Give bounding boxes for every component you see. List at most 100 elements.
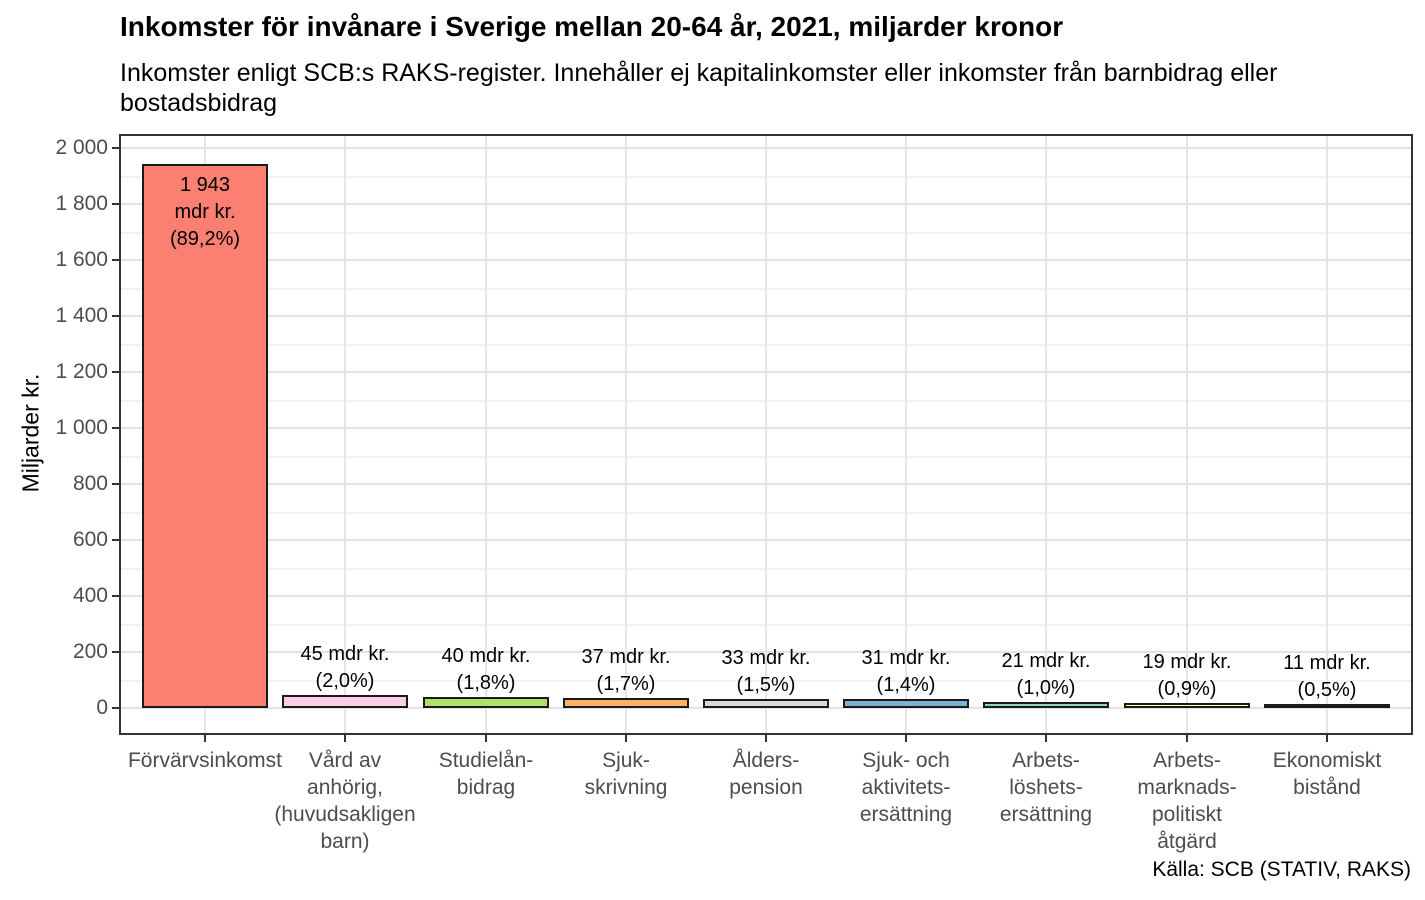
y-axis-tick-label: 1 200 bbox=[55, 360, 108, 383]
chart-subtitle: Inkomster enligt SCB:s RAKS-register. In… bbox=[120, 59, 1278, 117]
x-category-label-line: aktivitets- bbox=[861, 776, 951, 799]
x-category-label-line: Vård av bbox=[308, 749, 382, 772]
x-axis-tick bbox=[1045, 735, 1047, 742]
y-axis-tick-label: 2 000 bbox=[55, 136, 108, 159]
bar-value-label: 21 mdr kr. (1,0%) bbox=[961, 648, 1131, 702]
bar-value-label-line: (0,5%) bbox=[1297, 679, 1357, 701]
x-axis-tick bbox=[1326, 735, 1328, 742]
x-category-label-line: Ekonomiskt bbox=[1272, 749, 1382, 772]
y-axis-tick-label: 1 600 bbox=[55, 248, 108, 271]
bar-2 bbox=[282, 695, 408, 708]
bar-value-label-line: 1 943 bbox=[179, 174, 231, 196]
y-axis-tick-label: 200 bbox=[72, 640, 108, 663]
gridline-vertical-major bbox=[625, 136, 627, 733]
x-axis-tick bbox=[485, 735, 487, 742]
plot-panel: 1 943 mdr kr. (89,2%) 45 mdr kr. (2,0%) 40 md… bbox=[119, 134, 1413, 735]
x-category-label-line: Arbets- bbox=[1012, 749, 1080, 772]
bar-value-label-line: mdr kr. bbox=[174, 201, 236, 223]
bar-value-label-line: (1,7%) bbox=[596, 673, 656, 695]
gridline-vertical-major bbox=[485, 136, 487, 733]
x-category-label-line: ersättning bbox=[859, 803, 953, 826]
y-axis-tick bbox=[112, 371, 119, 373]
x-category-label-line: Ålders- bbox=[732, 749, 800, 772]
x-category-label: Sjuk-skrivning bbox=[536, 747, 716, 801]
bar-value-label-line: 31 mdr kr. bbox=[861, 647, 951, 669]
bar-6 bbox=[843, 699, 969, 708]
bar-value-label: 11 mdr kr. (0,5%) bbox=[1242, 650, 1412, 704]
bar-value-label-line: 40 mdr kr. bbox=[441, 645, 531, 667]
x-axis-tick bbox=[204, 735, 206, 742]
x-category-label: Studielån-bidrag bbox=[396, 747, 576, 801]
bar-7 bbox=[983, 702, 1109, 708]
bar-3 bbox=[423, 697, 549, 708]
bar-8 bbox=[1124, 703, 1250, 708]
bar-value-label: 19 mdr kr. (0,9%) bbox=[1102, 649, 1272, 703]
y-axis-tick bbox=[112, 147, 119, 149]
y-axis-tick-label: 1 000 bbox=[55, 416, 108, 439]
bar-value-label: 37 mdr kr. (1,7%) bbox=[541, 644, 711, 698]
bar-1 bbox=[142, 164, 268, 708]
bar-value-label-line: 37 mdr kr. bbox=[581, 646, 671, 668]
x-category-label-line: politiskt bbox=[1151, 803, 1223, 826]
x-category-label: Vård av anhörig, (huvudsakligen barn) bbox=[255, 747, 435, 855]
bar-value-label-line: (2,0%) bbox=[315, 670, 375, 692]
chart-caption: Källa: SCB (STATIV, RAKS) bbox=[1152, 858, 1411, 881]
x-category-label: Ekonomiskt bistånd bbox=[1237, 747, 1417, 801]
bar-value-label-line: 45 mdr kr. bbox=[300, 643, 390, 665]
bar-value-label: 40 mdr kr. (1,8%) bbox=[401, 643, 571, 697]
x-category-label-line: skrivning bbox=[584, 776, 668, 799]
x-axis-tick bbox=[344, 735, 346, 742]
bar-value-label: 31 mdr kr. (1,4%) bbox=[821, 645, 991, 699]
x-category-label: Ålders-pension bbox=[676, 747, 856, 801]
x-axis-tick bbox=[905, 735, 907, 742]
y-axis-tick bbox=[112, 483, 119, 485]
y-axis-tick-label: 0 bbox=[96, 696, 108, 719]
bar-9 bbox=[1264, 704, 1390, 708]
y-axis-tick-label: 400 bbox=[72, 584, 108, 607]
bar-value-label-line: 11 mdr kr. bbox=[1283, 652, 1371, 674]
bar-value-label: 1 943 mdr kr. (89,2%) bbox=[120, 172, 290, 253]
y-axis-tick bbox=[112, 707, 119, 709]
chart-title: Inkomster för invånare i Sverige mellan … bbox=[120, 11, 1064, 42]
bar-value-label: 33 mdr kr. (1,5%) bbox=[681, 645, 851, 699]
x-category-label-line: bidrag bbox=[456, 776, 516, 799]
x-category-label: Arbets-marknads-politiskt åtgärd bbox=[1097, 747, 1277, 855]
x-category-label-line: anhörig, bbox=[307, 776, 383, 799]
bar-value-label-line: (1,4%) bbox=[876, 674, 936, 696]
bar-5 bbox=[703, 699, 829, 708]
x-category-label-line: åtgärd bbox=[1157, 830, 1217, 853]
y-axis-tick bbox=[112, 315, 119, 317]
bar-value-label: 45 mdr kr. (2,0%) bbox=[260, 641, 430, 695]
gridline-vertical-major bbox=[765, 136, 767, 733]
y-axis-tick bbox=[112, 203, 119, 205]
y-axis-tick bbox=[112, 259, 119, 261]
gridline-vertical-major bbox=[344, 136, 346, 733]
x-category-label-line: Arbets- bbox=[1153, 749, 1221, 772]
x-category-label: Förvärvsinkomst bbox=[115, 747, 295, 774]
x-category-label-line: (huvudsakligen bbox=[274, 803, 416, 826]
bar-value-label-line: 19 mdr kr. bbox=[1142, 651, 1232, 673]
gridline-vertical-major bbox=[1186, 136, 1188, 733]
y-axis-tick bbox=[112, 595, 119, 597]
y-axis-tick bbox=[112, 427, 119, 429]
x-category-label-line: barn) bbox=[320, 830, 370, 853]
gridline-vertical-major bbox=[1045, 136, 1047, 733]
x-category-label-line: löshets- bbox=[1009, 776, 1083, 799]
y-axis-tick bbox=[112, 651, 119, 653]
bar-value-label-line: (1,5%) bbox=[736, 674, 796, 696]
y-axis-tick-label: 800 bbox=[72, 472, 108, 495]
x-category-label-line: Förvärvsinkomst bbox=[127, 749, 283, 772]
bar-value-label-line: (1,8%) bbox=[456, 672, 516, 694]
bar-4 bbox=[563, 698, 689, 708]
x-category-label-line: ersättning bbox=[999, 803, 1093, 826]
x-category-label-line: marknads- bbox=[1137, 776, 1237, 799]
bar-value-label-line: 21 mdr kr. bbox=[1001, 650, 1091, 672]
bar-value-label-line: (1,0%) bbox=[1016, 677, 1076, 699]
x-axis-tick bbox=[625, 735, 627, 742]
x-category-label-line: bistånd bbox=[1293, 776, 1361, 799]
x-category-label-line: Sjuk- och bbox=[862, 749, 950, 772]
y-axis-tick-label: 1 400 bbox=[55, 304, 108, 327]
y-axis-tick-label: 1 800 bbox=[55, 192, 108, 215]
gridline-vertical-major bbox=[1326, 136, 1328, 733]
